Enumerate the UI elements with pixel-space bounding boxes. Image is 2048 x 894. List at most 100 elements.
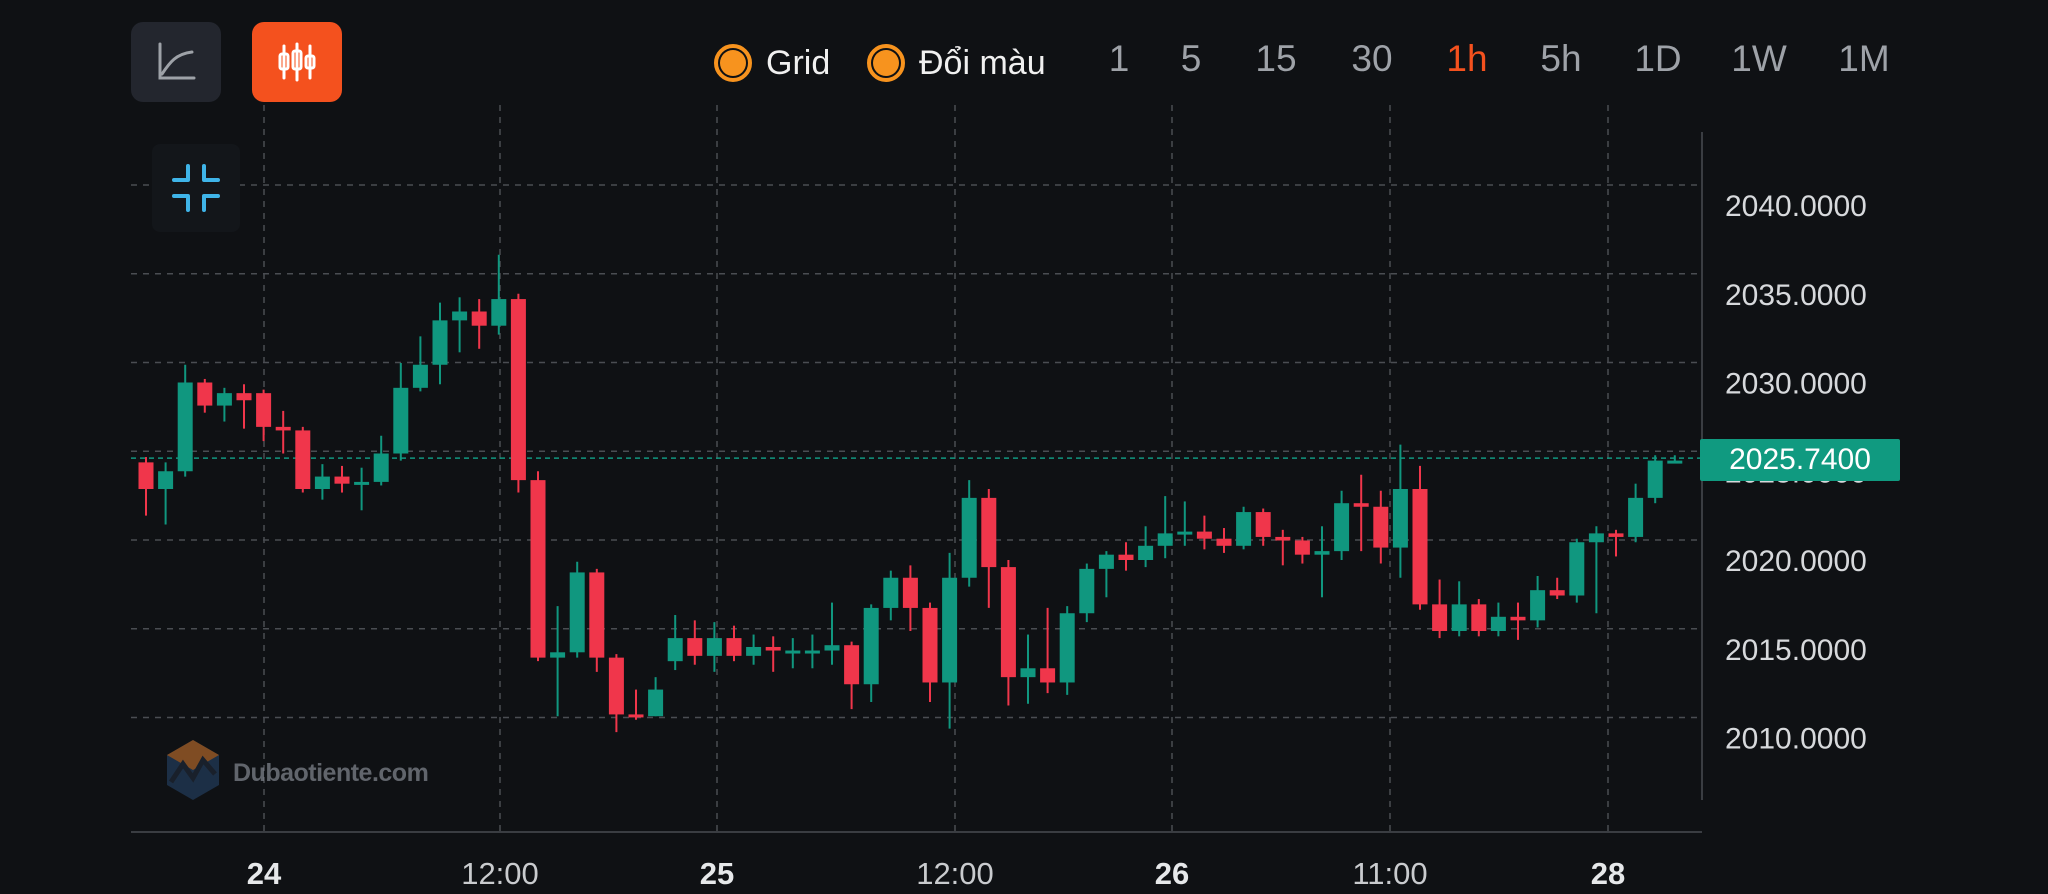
candlestick-chart-button[interactable]	[252, 22, 342, 102]
candle-body	[1079, 568, 1095, 614]
candle-body	[1490, 616, 1506, 631]
candle-body	[1628, 497, 1644, 537]
collapse-arrows-icon	[172, 164, 220, 212]
candle-body	[1667, 460, 1683, 464]
candle-body	[981, 497, 997, 568]
candle-body	[1373, 506, 1389, 548]
candle-body	[275, 426, 291, 431]
chart-toolbar: Grid Đổi màu 1 5 15 30 1h 5h 1D 1W 1M	[0, 0, 2048, 120]
candle-body	[765, 646, 781, 651]
candle-body	[1020, 668, 1036, 678]
candle-body	[1236, 512, 1252, 546]
grid-radio-icon	[714, 44, 752, 82]
candle-body	[1177, 531, 1193, 535]
y-tick-label: 2035.0000	[1725, 279, 1867, 312]
candle-body	[961, 497, 977, 578]
grid-toggle[interactable]: Grid	[714, 40, 830, 86]
watermark-text: Dubaotiente.com	[233, 758, 429, 787]
candlestick-chart-icon	[278, 42, 316, 82]
candle-body	[1549, 590, 1565, 596]
candle-body	[1647, 460, 1663, 498]
last-price-tag: 2025.7400	[1700, 439, 1900, 481]
candle-body	[452, 311, 468, 321]
candle-body	[667, 638, 683, 662]
candle-body	[177, 382, 193, 472]
candle-body	[785, 650, 801, 654]
y-tick-label: 2010.0000	[1725, 723, 1867, 756]
candle-body	[1392, 489, 1408, 548]
candle-body	[138, 462, 154, 489]
candle-body	[1000, 567, 1016, 678]
candle-body	[373, 453, 389, 482]
candle-body	[902, 577, 918, 608]
candle-body	[746, 646, 762, 656]
candle-body	[1432, 604, 1448, 631]
candle-body	[1588, 533, 1604, 543]
candle-body	[706, 638, 722, 656]
candle-body	[158, 471, 174, 489]
candle-body	[1334, 503, 1350, 552]
change-color-toggle-label: Đổi màu	[919, 43, 1046, 82]
x-tick-label: 12:00	[461, 856, 539, 891]
watermark-logo-icon	[167, 740, 219, 800]
candle-body	[1118, 554, 1134, 560]
candle-body	[942, 577, 958, 683]
candle-body	[922, 607, 938, 683]
candle-body	[412, 364, 428, 388]
timeframe-30[interactable]: 30	[1351, 38, 1393, 79]
timeframe-5h[interactable]: 5h	[1540, 38, 1582, 79]
x-tick-label: 12:00	[916, 856, 994, 891]
timeframe-1[interactable]: 1	[1108, 38, 1130, 79]
candle-body	[1275, 536, 1291, 541]
y-tick-label: 2030.0000	[1725, 368, 1867, 401]
candle-body	[393, 387, 409, 454]
change-color-toggle[interactable]: Đổi màu	[867, 40, 1046, 86]
candle-body	[1353, 503, 1369, 507]
candle-body	[432, 320, 448, 365]
timeframe-1h[interactable]: 1h	[1446, 38, 1488, 79]
candle-body	[628, 714, 644, 718]
line-chart-button[interactable]	[131, 22, 221, 102]
candle-body	[844, 645, 860, 685]
candle-body	[1530, 590, 1546, 621]
candle-body	[1098, 554, 1114, 569]
candle-body	[589, 572, 605, 658]
candle-body	[1196, 531, 1212, 539]
y-tick-label: 2020.0000	[1725, 545, 1867, 578]
candle-body	[1471, 604, 1487, 631]
candle-body	[334, 476, 350, 484]
candle-body	[1157, 533, 1173, 546]
candle-body	[491, 299, 507, 326]
candle-body	[883, 577, 899, 608]
timeframe-5[interactable]: 5	[1180, 38, 1202, 79]
candle-body	[1059, 613, 1075, 683]
candle-body	[236, 393, 252, 401]
timeframe-1d[interactable]: 1D	[1634, 38, 1682, 79]
candle-body	[471, 311, 487, 326]
grid-toggle-label: Grid	[766, 43, 831, 82]
candle-body	[1294, 540, 1310, 555]
candle-body	[1255, 512, 1271, 537]
timeframe-15[interactable]: 15	[1255, 38, 1297, 79]
color-radio-icon	[867, 44, 905, 82]
candle-body	[256, 393, 272, 427]
candle-body	[1412, 489, 1428, 605]
candle-body	[354, 481, 370, 485]
timeframe-1m[interactable]: 1M	[1838, 38, 1890, 79]
candle-body	[550, 652, 566, 658]
collapse-button[interactable]	[152, 144, 240, 232]
candle-body	[295, 430, 311, 489]
candle-body	[824, 645, 840, 651]
x-tick-label: 11:00	[1352, 856, 1427, 891]
candle-body	[863, 607, 879, 685]
candle-body	[1314, 551, 1330, 555]
line-chart-icon	[158, 42, 196, 80]
candle-body	[314, 476, 330, 489]
x-tick-label: 26	[1155, 856, 1189, 891]
candle-body	[569, 572, 585, 653]
candle-body	[726, 638, 742, 656]
candle-body	[1040, 668, 1056, 683]
candle-body	[1569, 542, 1585, 596]
timeframe-1w[interactable]: 1W	[1731, 38, 1787, 79]
candle-body	[216, 393, 232, 406]
